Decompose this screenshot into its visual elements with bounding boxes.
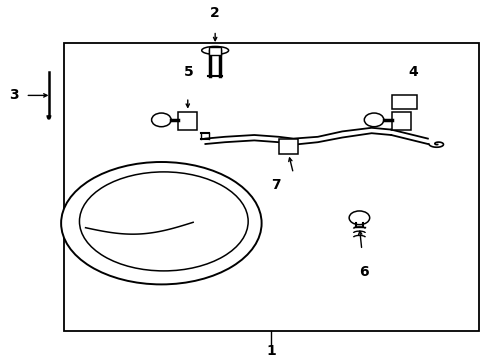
Ellipse shape (80, 172, 247, 271)
Bar (63, 43, 478, 331)
Bar (178, 112, 197, 130)
Text: 7: 7 (271, 179, 281, 192)
Ellipse shape (151, 113, 171, 127)
Bar (391, 95, 416, 109)
Text: 1: 1 (266, 344, 276, 358)
Text: 2: 2 (210, 6, 220, 19)
Ellipse shape (364, 113, 383, 127)
Text: 5: 5 (183, 65, 193, 79)
Ellipse shape (61, 162, 261, 284)
Text: 6: 6 (359, 265, 368, 279)
Bar (209, 47, 221, 55)
Bar (391, 112, 410, 130)
Bar (278, 139, 298, 154)
Ellipse shape (201, 46, 228, 54)
Text: 4: 4 (407, 65, 417, 79)
Text: 3: 3 (9, 89, 19, 102)
Ellipse shape (348, 211, 369, 225)
